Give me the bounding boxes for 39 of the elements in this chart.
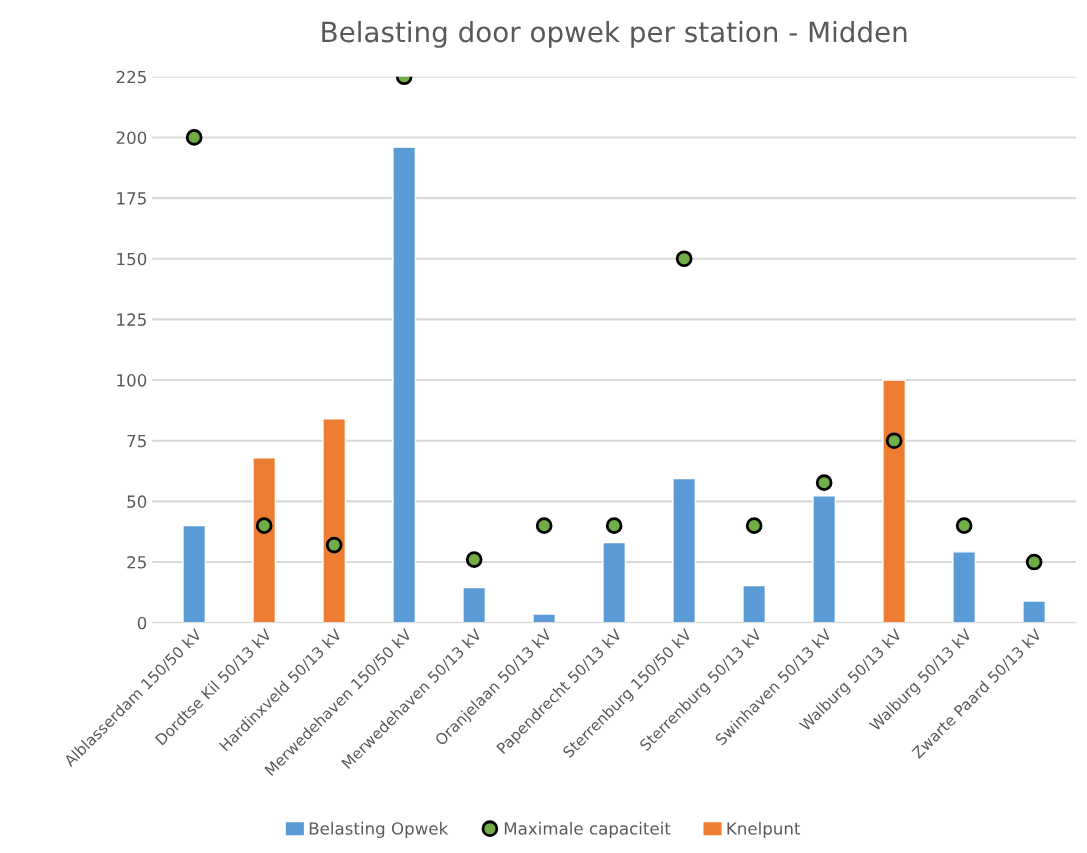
point <box>955 517 973 534</box>
y-tick-label: 75 <box>127 434 146 448</box>
point <box>465 551 483 568</box>
point <box>535 517 553 534</box>
chart-title: Belasting door opwek per station - Midden <box>322 20 907 48</box>
legend-label: Maximale capaciteit <box>504 821 671 838</box>
point <box>675 250 693 268</box>
bar <box>602 541 627 623</box>
bar <box>462 586 487 623</box>
y-tick-label: 175 <box>117 192 146 205</box>
point <box>325 536 343 554</box>
point <box>185 129 203 146</box>
y-tick-label: 25 <box>127 555 146 569</box>
point <box>255 517 273 534</box>
bar <box>182 524 207 623</box>
bar <box>952 551 977 623</box>
bar <box>392 146 417 623</box>
y-tick-label: 150 <box>117 252 147 266</box>
bar <box>532 613 557 623</box>
bar <box>742 584 767 623</box>
y-tick-label: 125 <box>117 313 146 326</box>
bar <box>882 379 907 623</box>
point <box>885 432 903 450</box>
bar <box>252 457 277 623</box>
y-tick-label: 50 <box>127 495 147 508</box>
y-tick-label: 100 <box>117 374 147 387</box>
bar <box>322 418 347 623</box>
y-tick-label: 200 <box>116 131 147 144</box>
y-tick-label: 225 <box>116 70 146 84</box>
point <box>1025 553 1043 571</box>
legend-label: Knelpunt <box>727 821 801 838</box>
bar <box>672 477 697 623</box>
legend-label: Belasting Opwek <box>309 821 449 838</box>
bar <box>1022 600 1047 623</box>
y-tick-label: 0 <box>137 616 147 630</box>
bar <box>812 495 837 623</box>
point <box>815 474 833 492</box>
point <box>605 517 623 534</box>
point <box>745 517 763 534</box>
